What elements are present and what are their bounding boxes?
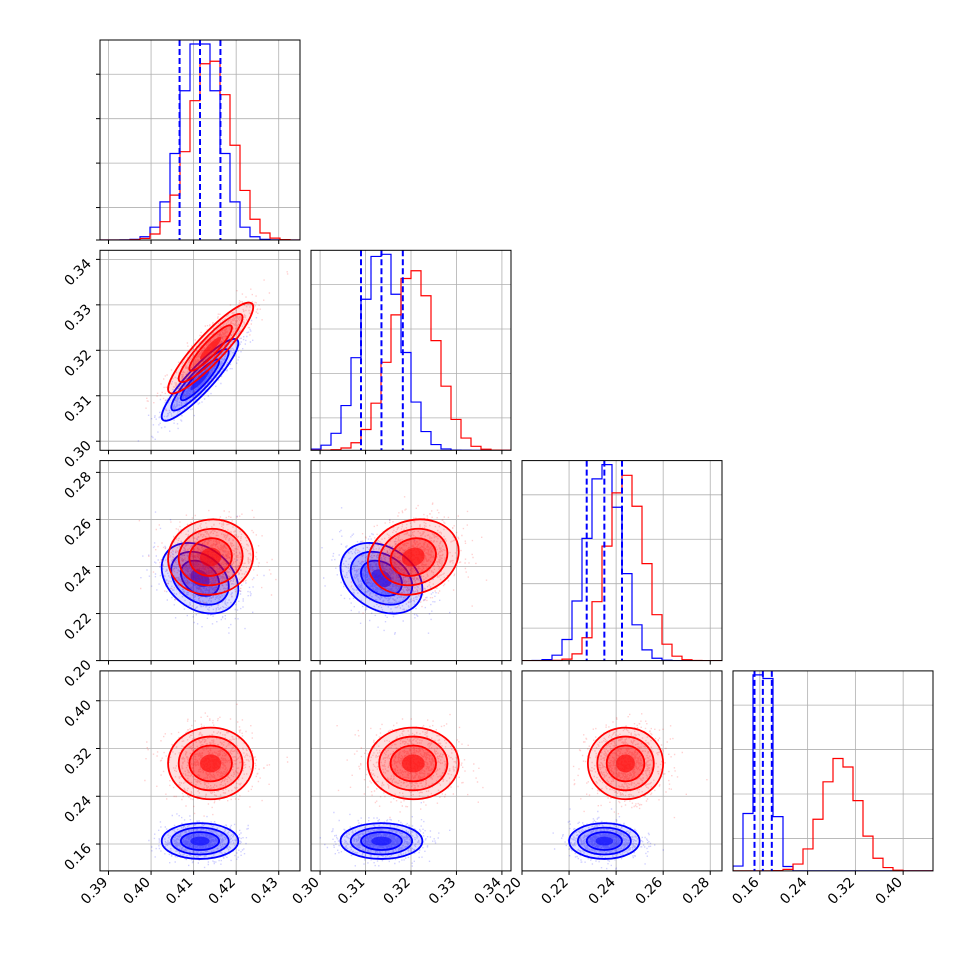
- scatter-panel-2-1: [310, 460, 512, 665]
- contour-series_b: [586, 726, 665, 801]
- contour-series_b: [378, 735, 449, 792]
- x-tick-label: 0.40: [873, 874, 906, 907]
- y-tick-label: 0.20: [61, 657, 94, 690]
- scatter-panel-3-1: 0.30 0.31 0.32 0.33 0.34: [290, 670, 512, 908]
- x-tick-label: 0.41: [163, 874, 196, 907]
- density-series_b: [199, 547, 222, 567]
- contour-series_b: [188, 537, 233, 577]
- x-tick-label: 0.39: [78, 874, 111, 907]
- panel-frame: [99, 460, 301, 662]
- x-tick-label: 0.33: [426, 874, 459, 907]
- density-series_b: [616, 754, 635, 773]
- scatter-panel-3-2: 0.20 0.22 0.24 0.26 0.28: [491, 670, 723, 908]
- contour-series_a: [360, 831, 403, 851]
- scatter-panel-1-0: 0.30 0.31 0.32 0.33 0.34: [61, 249, 301, 471]
- contour-series_b: [167, 301, 255, 395]
- contour-series_b: [177, 313, 244, 384]
- contour-series_b: [366, 518, 460, 596]
- x-tick-label: 0.31: [335, 874, 368, 907]
- density-series_a: [371, 836, 392, 846]
- contour-series_b: [389, 537, 437, 577]
- panel-frame: [521, 670, 723, 872]
- x-tick-label: 0.24: [777, 874, 810, 907]
- contour-series_a: [170, 826, 230, 856]
- x-tick-label: 0.16: [729, 874, 762, 907]
- y-tick-label: 0.33: [61, 301, 94, 334]
- scatter-panel-3-0: 0.39 0.40 0.41 0.42 0.43 0.16 0.24 0.32 0.40: [61, 670, 301, 908]
- contour-series_b: [188, 324, 233, 372]
- density-series_b: [401, 754, 425, 773]
- contour-series_a: [576, 826, 632, 856]
- x-tick-label: 0.30: [290, 874, 323, 907]
- density-series_a: [190, 836, 210, 846]
- contour-series_b: [177, 735, 244, 792]
- scatter-panel-2-0: 0.20 0.22 0.24 0.26 0.28: [61, 460, 301, 690]
- y-tick-label: 0.28: [61, 469, 94, 502]
- panel-frame: [521, 460, 723, 662]
- contour-series_b: [188, 744, 233, 783]
- histogram-panel-2: [521, 460, 723, 665]
- contour-series_b: [366, 726, 460, 801]
- x-tick-label: 0.40: [121, 874, 154, 907]
- contour-series_b: [389, 744, 437, 783]
- histogram-panel-0: [96, 39, 301, 244]
- density-series_a: [595, 836, 614, 846]
- x-tick-label: 0.26: [633, 874, 666, 907]
- y-tick-label: 0.30: [61, 438, 94, 471]
- contour-series_a: [160, 822, 240, 860]
- x-tick-label: 0.28: [680, 874, 713, 907]
- density-series_b: [200, 754, 222, 773]
- y-tick-label: 0.16: [61, 840, 94, 873]
- histogram-panel-3: 0.16 0.24 0.32 0.40: [729, 670, 934, 908]
- contour-series_b: [605, 744, 646, 783]
- panel-frame: [99, 670, 301, 872]
- contour-series_a: [568, 822, 641, 860]
- x-tick-label: 0.32: [380, 874, 413, 907]
- histogram-panel-1: [310, 249, 512, 455]
- y-tick-label: 0.24: [61, 563, 94, 596]
- panel-frame: [99, 39, 301, 241]
- panel-frame: [732, 670, 934, 872]
- y-tick-label: 0.26: [61, 516, 94, 549]
- contour-series_a: [179, 831, 221, 851]
- x-tick-label: 0.42: [206, 874, 239, 907]
- density-series_b: [199, 336, 222, 360]
- contour-series_b: [177, 527, 244, 587]
- contour-series_a: [339, 822, 424, 860]
- density-series_a: [190, 369, 210, 391]
- y-tick-label: 0.22: [61, 610, 94, 643]
- x-tick-label: 0.32: [825, 874, 858, 907]
- contour-series_a: [349, 826, 414, 856]
- density-series_b: [401, 547, 425, 567]
- x-tick-label: 0.22: [539, 874, 572, 907]
- y-tick-label: 0.34: [61, 256, 94, 289]
- contour-series_a: [360, 559, 403, 597]
- y-tick-label: 0.40: [61, 697, 94, 730]
- y-tick-label: 0.32: [61, 745, 94, 778]
- y-tick-label: 0.31: [61, 392, 94, 425]
- contour-series_a: [585, 831, 623, 851]
- x-tick-label: 0.24: [586, 874, 619, 907]
- x-tick-label: 0.43: [248, 874, 281, 907]
- y-tick-label: 0.24: [61, 793, 94, 826]
- contour-series_a: [339, 542, 424, 615]
- contour-series_b: [167, 726, 255, 801]
- contour-series_b: [378, 527, 449, 587]
- histogram-series_b: [311, 270, 511, 451]
- contour-series_b: [596, 735, 655, 792]
- contour-series_b: [167, 518, 255, 596]
- contour-series_a: [349, 550, 414, 606]
- y-tick-label: 0.32: [61, 347, 94, 380]
